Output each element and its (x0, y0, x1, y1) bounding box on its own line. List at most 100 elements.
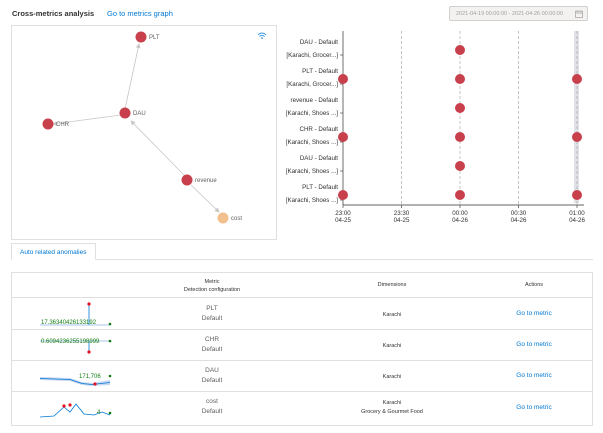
table-row: 4 cost Default Karachi Grocery & Gourmet… (12, 392, 592, 426)
scatter-x-tick-time: 00:00 (452, 210, 468, 217)
scatter-point[interactable] (455, 74, 465, 84)
dimensions-cell: Karachi Grocery & Gourmet Food (332, 399, 452, 417)
scatter-row-label: PLT - Default (302, 184, 338, 191)
svg-text:DAU: DAU (133, 111, 146, 117)
metric-name: PLT (206, 305, 218, 312)
table-row: 171,706 DAU Default Karachi Go to metric (12, 361, 592, 392)
scatter-highlight-band (574, 31, 579, 203)
svg-text:4: 4 (97, 410, 101, 416)
go-to-metric-link[interactable]: Go to metric (516, 341, 552, 348)
metric-name-cell: DAU Default (162, 366, 262, 386)
col-header-metric-line2: Detection configuration (183, 287, 241, 293)
scatter-point[interactable] (572, 190, 582, 200)
graph-edge-dau-chr (52, 114, 122, 126)
page-title: Cross-metrics analysis (12, 9, 95, 18)
metric-name: DAU (205, 367, 219, 374)
tab-auto-related-anomalies[interactable]: Auto related anomalies (11, 243, 96, 260)
go-to-metric-link[interactable]: Go to metric (516, 404, 552, 411)
scatter-point[interactable] (455, 132, 465, 142)
scatter-row-sublabel: [Karachi, Grocer...] (286, 81, 338, 88)
scatter-row-sublabel: [Karachi, Shoes ...] (286, 139, 339, 146)
svg-text:CHR: CHR (56, 122, 70, 128)
scatter-row-label: DAU - Default (300, 39, 338, 46)
scatter-point[interactable] (455, 190, 465, 200)
graph-node-chr[interactable]: CHR (42, 118, 70, 130)
table-header: Metric Detection configuration Dimension… (12, 273, 592, 298)
metric-name-cell: CHR Default (162, 335, 262, 355)
scatter-row-label: DAU - Default (300, 155, 338, 162)
scatter-point[interactable] (572, 132, 582, 142)
scatter-x-tick-date: 04-25 (335, 217, 351, 224)
graph-node-revenue[interactable]: revenue (181, 174, 218, 186)
detection-config: Default (201, 315, 223, 322)
scatter-point[interactable] (455, 103, 465, 113)
sparkline-plt: 17.36340426133192 (40, 302, 112, 326)
detection-config: Default (201, 408, 223, 415)
svg-text:0.6094236255198999: 0.6094236255198999 (41, 339, 100, 345)
scatter-point[interactable] (455, 161, 465, 171)
scatter-point[interactable] (572, 74, 582, 84)
scatter-x-tick-date: 04-26 (452, 217, 468, 224)
col-header-actions: Actions (524, 282, 544, 288)
graph-node-cost[interactable]: cost (217, 212, 243, 224)
metric-name-cell: cost Default (162, 397, 262, 417)
metrics-graph-panel: PLT DAU CHR revenue cost (11, 25, 277, 240)
graph-node-plt[interactable]: PLT (135, 31, 160, 43)
scatter-x-tick-time: 00:30 (511, 210, 527, 217)
scatter-row-label: CHR - Default (299, 126, 338, 133)
go-to-metrics-graph-link[interactable]: Go to metrics graph (107, 9, 173, 18)
sparkline-dau: 171,706 (40, 374, 112, 386)
table-row: 0.6094236255198999 CHR Default Karachi G… (12, 330, 592, 361)
svg-text:revenue: revenue (195, 178, 217, 184)
detection-config: Default (201, 346, 223, 353)
svg-text:171,706: 171,706 (79, 374, 101, 380)
date-range-picker[interactable]: 2021-04-19 00:00:00 - 2021-04-26 00:00:0… (449, 6, 588, 21)
scatter-svg: DAU - Default [Karachi, Grocer...] PLT - D… (286, 31, 585, 224)
sparkline-chr: 0.6094236255198999 (40, 339, 112, 354)
scatter-row-label: PLT - Default (302, 68, 338, 75)
scatter-point[interactable] (338, 132, 348, 142)
metric-name: cost (206, 398, 218, 405)
go-to-metric-link[interactable]: Go to metric (516, 372, 552, 379)
scatter-x-tick-time: 01:00 (569, 210, 585, 217)
scatter-row-sublabel: [Karachi, Shoes ...] (286, 110, 339, 117)
dimension-value: Karachi (382, 400, 402, 406)
anomalies-table: Metric Detection configuration Dimension… (11, 272, 593, 426)
svg-text:cost: cost (231, 216, 242, 222)
scatter-row-sublabel: [Karachi, Grocer...] (286, 52, 338, 59)
scatter-point[interactable] (338, 74, 348, 84)
scatter-x-tick-time: 23:00 (335, 210, 351, 217)
scatter-point[interactable] (455, 45, 465, 55)
tab-bar: Auto related anomalies (11, 243, 593, 260)
dimensions-cell: Karachi (382, 343, 402, 349)
graph-edge-revenue-cost (190, 184, 220, 213)
graph-fit-icon[interactable] (257, 32, 267, 39)
metrics-graph: PLT DAU CHR revenue cost (42, 31, 267, 224)
graph-edge-dau-plt (124, 43, 141, 110)
table-row: 17.36340426133192 PLT Default Karachi Go… (12, 299, 592, 330)
anomaly-scatter-chart: DAU - Default [Karachi, Grocer...] PLT - D… (284, 25, 593, 240)
metric-name-cell: PLT Default (162, 304, 262, 324)
metric-name: CHR (204, 336, 220, 343)
sparkline-cost: 4 (40, 403, 112, 418)
scatter-row-label: revenue - Default (291, 97, 339, 104)
svg-text:17.36340426133192: 17.36340426133192 (41, 320, 97, 326)
col-header-metric-line1: Metric (204, 279, 220, 285)
calendar-icon (575, 10, 583, 18)
svg-text:PLT: PLT (149, 35, 160, 41)
dimensions-cell: Karachi (382, 312, 402, 318)
dimension-value: Grocery & Gourmet Food (361, 409, 423, 415)
scatter-x-tick-date: 04-26 (511, 217, 527, 224)
date-range-value: 2021-04-19 00:00:00 - 2021-04-26 00:00:0… (456, 11, 564, 17)
graph-edge-revenue-dau (130, 120, 185, 176)
scatter-point[interactable] (338, 190, 348, 200)
dimensions-cell: Karachi (382, 374, 402, 380)
scatter-x-tick-time: 23:30 (394, 210, 410, 217)
go-to-metric-link[interactable]: Go to metric (516, 310, 552, 317)
scatter-row-sublabel: [Karachi, Shoes ...] (286, 197, 339, 204)
col-header-dimensions: Dimensions (377, 282, 407, 288)
scatter-row-sublabel: [Karachi, Shoes ...] (286, 168, 339, 175)
graph-node-dau[interactable]: DAU (119, 107, 146, 119)
detection-config: Default (201, 377, 223, 384)
scatter-x-tick-date: 04-25 (394, 217, 410, 224)
